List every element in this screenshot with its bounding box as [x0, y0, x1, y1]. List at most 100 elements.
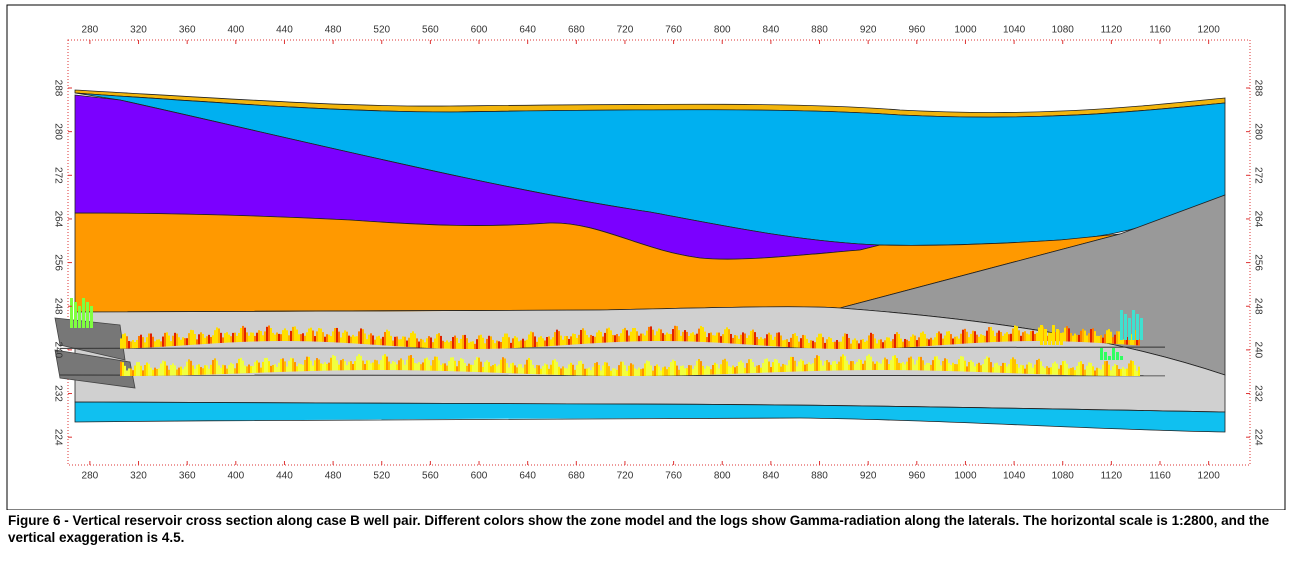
log-spike — [1098, 335, 1100, 343]
log-spike — [626, 370, 628, 376]
log-spike — [1126, 337, 1128, 345]
log-spike — [1074, 370, 1076, 376]
log-spike — [198, 334, 200, 345]
log-spike — [428, 336, 430, 349]
log-spike — [896, 358, 898, 371]
log-spike — [790, 337, 792, 348]
log-spike — [976, 363, 978, 372]
log-spike — [858, 343, 860, 349]
y-tick-label: 224 — [1252, 429, 1263, 446]
x-tick-label: 640 — [519, 25, 536, 36]
log-spike — [374, 339, 376, 345]
x-tick-label: 1160 — [1149, 25, 1171, 36]
log-spike — [866, 340, 868, 349]
log-spike — [674, 325, 676, 342]
log-spike — [892, 355, 894, 371]
log-spike — [266, 326, 268, 342]
log-spike — [360, 355, 362, 371]
x-tick-label: 1040 — [1003, 25, 1026, 36]
log-spike — [560, 368, 562, 375]
log-spike — [248, 335, 250, 342]
log-spike — [178, 337, 180, 346]
log-spike — [880, 339, 882, 349]
log-spike — [1044, 368, 1046, 375]
log-spike — [338, 331, 340, 343]
log-spike — [156, 339, 158, 348]
gamma-logs — [59, 298, 1166, 377]
log-spike — [238, 358, 240, 374]
log-spike — [196, 339, 198, 345]
log-spike — [554, 359, 556, 375]
log-spike — [662, 333, 664, 342]
log-spike — [278, 333, 280, 342]
log-spike — [202, 333, 204, 345]
log-spike — [1100, 348, 1103, 360]
log-spike — [672, 329, 674, 342]
log-spike — [840, 341, 842, 349]
log-spike — [286, 366, 288, 372]
log-spike — [686, 331, 688, 342]
log-spike — [1100, 369, 1102, 376]
log-spike — [1008, 364, 1010, 374]
log-spike — [1126, 368, 1128, 376]
log-spike — [1086, 335, 1088, 343]
log-spike — [260, 367, 262, 373]
log-spike — [304, 359, 306, 372]
log-spike — [512, 362, 514, 374]
log-spike — [1040, 325, 1043, 345]
log-spike — [306, 332, 308, 342]
x-tick-label: 920 — [860, 471, 877, 482]
log-spike — [368, 360, 370, 371]
x-tick-label: 680 — [568, 25, 585, 36]
log-spike — [202, 368, 204, 375]
log-spike — [728, 366, 730, 374]
log-spike — [852, 361, 854, 371]
log-spike — [452, 337, 454, 349]
log-spike — [740, 360, 742, 374]
log-spike — [430, 337, 432, 349]
log-spike — [956, 336, 958, 345]
log-spike — [164, 361, 166, 376]
log-spike — [882, 359, 884, 371]
log-spike — [264, 358, 266, 373]
log-spike — [420, 338, 422, 348]
log-spike — [450, 357, 452, 372]
log-spike — [366, 339, 368, 345]
log-spike — [422, 362, 424, 371]
log-spike — [938, 331, 940, 346]
x-tick-label: 640 — [519, 471, 536, 482]
log-spike — [824, 361, 826, 371]
log-spike — [736, 335, 738, 344]
log-spike — [878, 339, 880, 349]
log-spike — [924, 364, 926, 371]
log-spike — [1104, 334, 1106, 344]
log-spike — [1062, 361, 1064, 375]
log-spike — [670, 362, 672, 376]
log-spike — [498, 364, 500, 373]
log-spike — [934, 356, 936, 371]
log-spike — [844, 355, 846, 371]
log-spike — [252, 332, 254, 342]
log-spike — [274, 364, 276, 373]
log-spike — [1000, 331, 1002, 342]
log-spike — [120, 338, 122, 349]
log-spike — [1066, 363, 1068, 376]
log-spike — [208, 368, 210, 375]
log-spike — [192, 365, 194, 376]
log-spike — [302, 333, 304, 342]
log-spike — [1006, 332, 1008, 342]
log-spike — [796, 366, 798, 372]
log-spike — [192, 330, 194, 345]
log-spike — [1004, 333, 1006, 342]
log-spike — [136, 362, 138, 376]
log-spike — [320, 363, 322, 371]
log-spike — [990, 362, 992, 373]
log-spike — [148, 333, 150, 348]
log-spike — [682, 365, 684, 376]
log-spike — [650, 365, 652, 376]
log-spike — [314, 336, 316, 342]
log-spike — [950, 334, 952, 345]
log-spike — [210, 364, 212, 375]
log-spike — [776, 332, 778, 347]
log-spike — [294, 362, 296, 372]
